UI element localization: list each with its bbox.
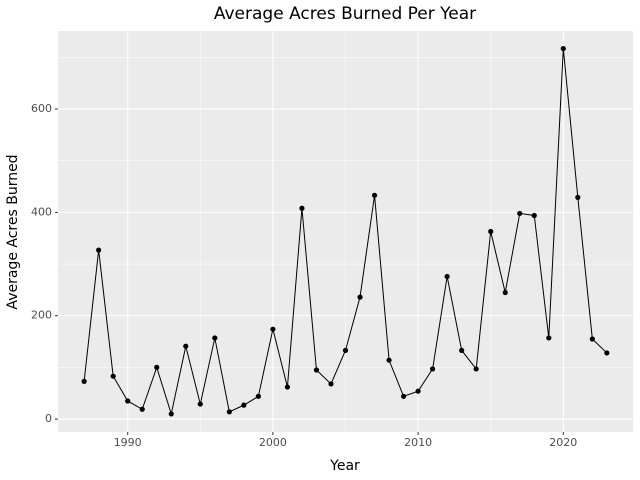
y-tick-label: 200 [31, 309, 52, 322]
point [183, 343, 189, 349]
point [328, 381, 334, 387]
point [444, 273, 450, 280]
y-tick-label: 0 [45, 412, 52, 425]
point [386, 357, 392, 363]
point [459, 347, 465, 353]
y-axis-title: Average Acres Burned [5, 154, 21, 309]
point [299, 205, 305, 211]
point [342, 347, 349, 353]
point [139, 406, 145, 412]
point [589, 336, 595, 342]
x-tick-label: 2010 [404, 436, 432, 449]
x-tick-label: 1990 [114, 436, 142, 449]
point [400, 393, 407, 399]
point [546, 335, 552, 341]
point [81, 378, 87, 384]
point [473, 366, 479, 372]
point [241, 402, 247, 408]
point [430, 366, 436, 372]
point [531, 212, 537, 219]
y-tick-label: 400 [31, 205, 52, 218]
point [357, 294, 363, 300]
point [110, 373, 116, 379]
point [488, 228, 494, 235]
point [270, 326, 276, 332]
y-tick-label: 600 [31, 102, 52, 115]
point [284, 384, 291, 390]
point [415, 388, 421, 394]
point [125, 398, 131, 404]
x-tick-label: 2000 [259, 436, 287, 449]
point [604, 350, 610, 356]
point [313, 367, 320, 373]
point [168, 411, 174, 417]
point [96, 247, 102, 253]
x-tick-label: 2020 [549, 436, 577, 449]
point [212, 335, 218, 341]
point [575, 194, 581, 200]
point [517, 210, 523, 217]
x-axis-title: Year [329, 458, 360, 474]
point [560, 45, 566, 52]
point [154, 364, 160, 371]
chart-title: Average Acres Burned Per Year [214, 4, 476, 24]
point [255, 393, 261, 399]
point [226, 409, 232, 415]
point [197, 401, 203, 407]
point [502, 289, 508, 296]
point [371, 192, 378, 198]
